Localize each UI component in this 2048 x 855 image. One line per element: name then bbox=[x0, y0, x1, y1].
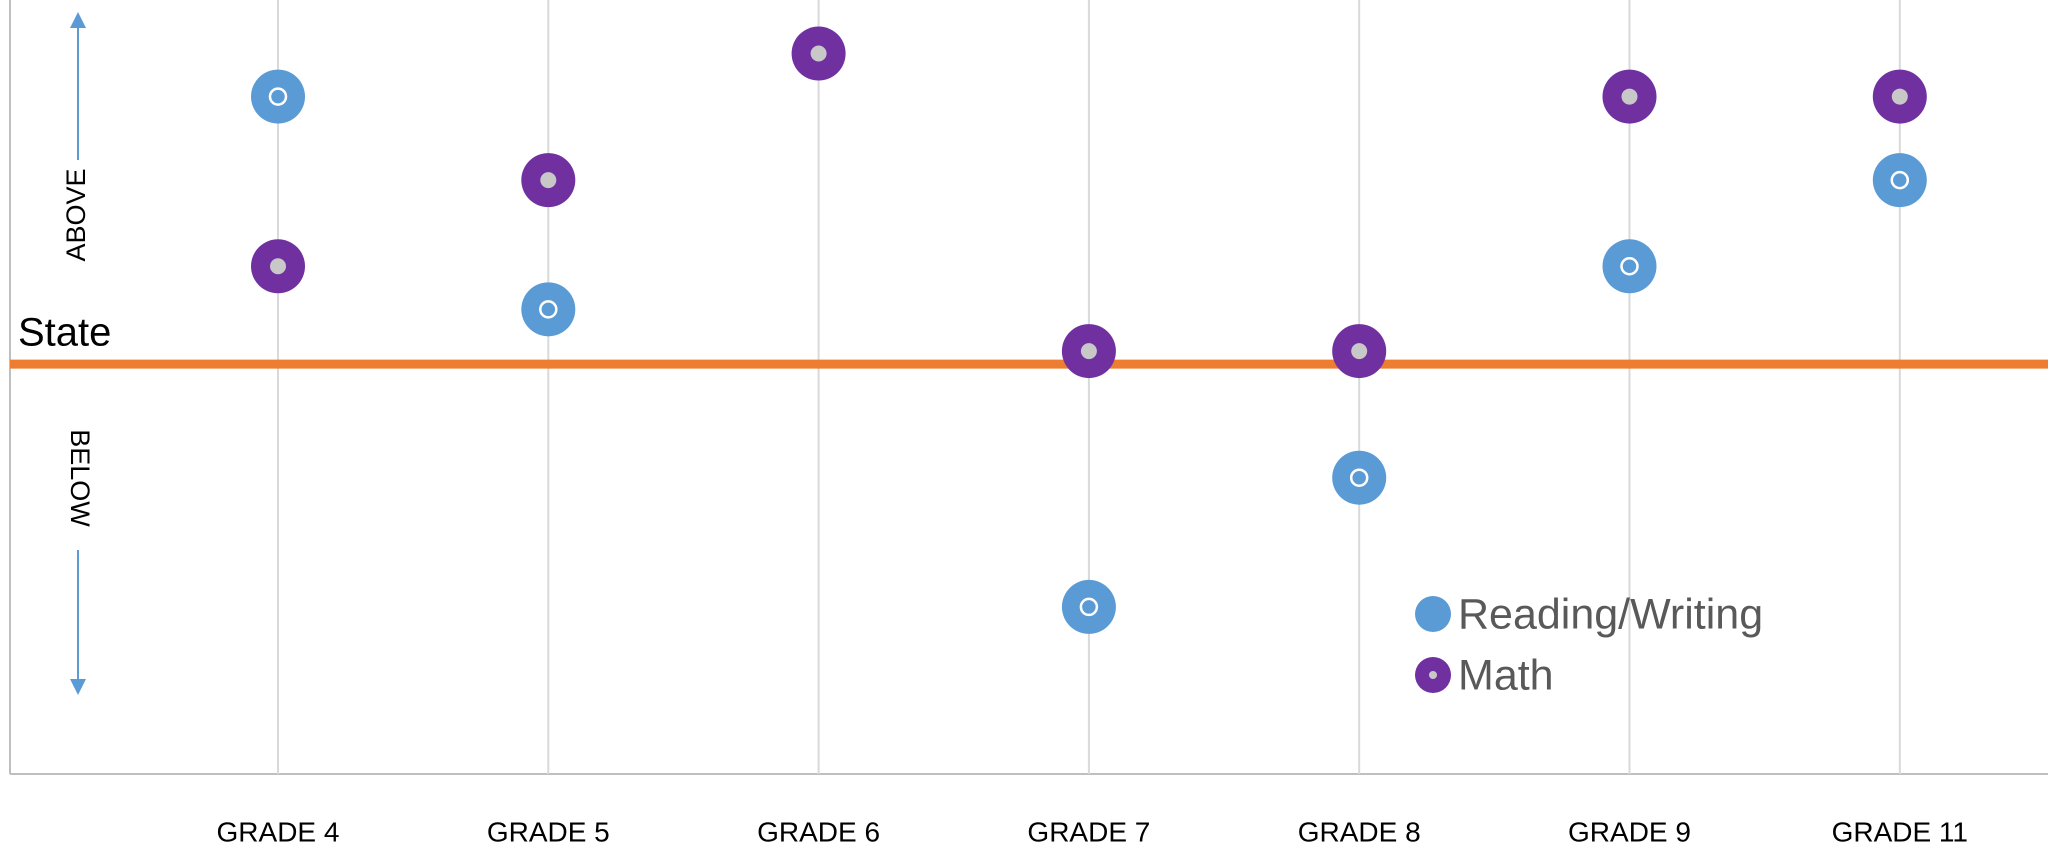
dot-outer bbox=[251, 69, 305, 124]
dot-center bbox=[268, 87, 288, 106]
x-tick-label: GRADE 6 bbox=[757, 816, 880, 847]
x-tick-label: GRADE 8 bbox=[1298, 816, 1421, 847]
below-label: BELOW bbox=[65, 429, 95, 527]
dot bbox=[1872, 153, 1927, 208]
dot-center bbox=[539, 300, 558, 319]
above-arrow bbox=[70, 12, 86, 160]
dot-center bbox=[1349, 468, 1369, 487]
dot-outer bbox=[1602, 239, 1657, 294]
dot-outer bbox=[521, 282, 576, 337]
dot-outer bbox=[1061, 579, 1116, 634]
dot-center bbox=[540, 172, 557, 189]
dot bbox=[1332, 324, 1387, 379]
dot-center bbox=[1351, 343, 1368, 360]
dot bbox=[791, 26, 846, 81]
dot bbox=[521, 153, 576, 208]
x-tick-label: GRADE 5 bbox=[487, 816, 610, 847]
dot bbox=[1061, 324, 1116, 379]
legend-marker-center bbox=[1429, 671, 1437, 679]
dot bbox=[1602, 69, 1657, 124]
dot-center bbox=[1891, 88, 1908, 105]
x-tick-label: GRADE 11 bbox=[1832, 816, 1968, 847]
dot-center bbox=[1620, 257, 1639, 276]
dot bbox=[521, 282, 576, 337]
legend-marker bbox=[1415, 596, 1451, 632]
x-tick-label: GRADE 4 bbox=[217, 816, 340, 847]
legend-marker bbox=[1415, 657, 1451, 693]
dot-center bbox=[1080, 343, 1097, 360]
reference-label: State bbox=[18, 311, 111, 355]
above-label: ABOVE bbox=[61, 168, 91, 261]
x-tick-label: GRADE 9 bbox=[1568, 816, 1691, 847]
x-tick-label: GRADE 7 bbox=[1027, 816, 1150, 847]
dot-center bbox=[1890, 170, 1910, 190]
dot bbox=[251, 69, 305, 124]
dot-center bbox=[1621, 88, 1638, 105]
legend-label: Math bbox=[1458, 651, 1554, 699]
dot bbox=[1602, 239, 1657, 294]
dot bbox=[251, 239, 305, 294]
dot bbox=[1872, 69, 1927, 124]
dot bbox=[1332, 450, 1387, 505]
dot-center bbox=[270, 258, 286, 275]
dot bbox=[1061, 579, 1116, 634]
legend-marker-outer bbox=[1415, 596, 1451, 632]
dot-outer bbox=[1872, 153, 1927, 208]
dot-outer bbox=[1332, 450, 1387, 505]
dot-center bbox=[1079, 597, 1099, 617]
legend-label: Reading/Writing bbox=[1458, 590, 1763, 638]
below-arrow bbox=[70, 550, 86, 695]
dot-center bbox=[810, 45, 827, 62]
